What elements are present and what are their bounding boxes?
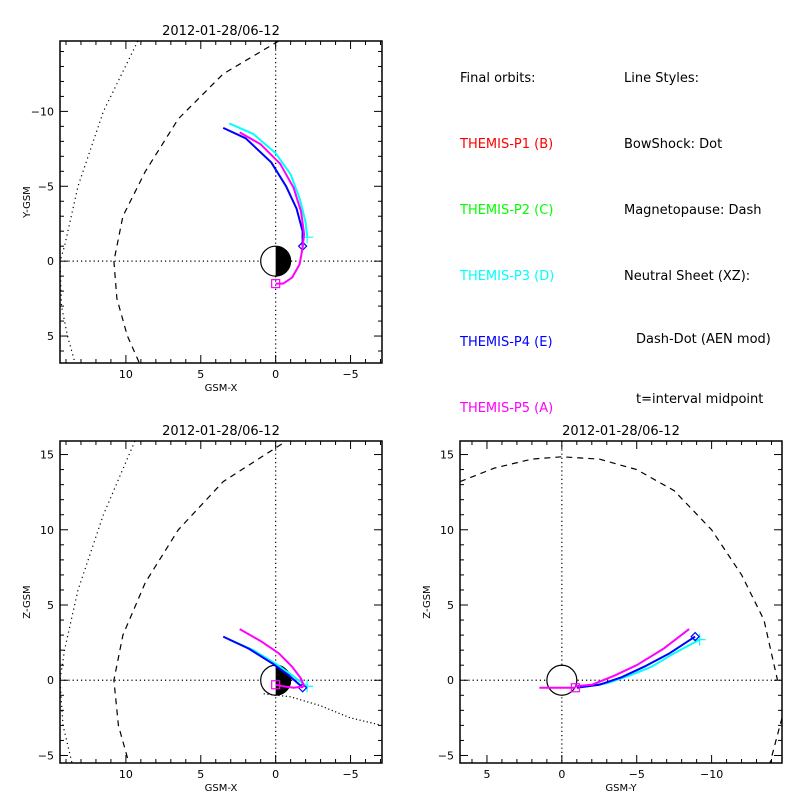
plot-3: 2012-01-28/06-12 5 0 −5 −10 −5 0 5 10 15 GSM-Y Z-GS… [422, 424, 783, 794]
y-tick-label: −5 [38, 180, 54, 193]
orbit-themis-p3-d- [228, 122, 309, 238]
y-tick-label: 15 [440, 449, 454, 462]
y-axis-label: Y-GSM [22, 186, 33, 219]
x-tick-label: 5 [197, 368, 204, 381]
x-tick-label: −5 [629, 768, 645, 781]
orbit-themis-p4-e- [222, 126, 304, 247]
x-axis-label: GSM-X [205, 783, 238, 794]
earth [546, 664, 578, 696]
orbit-themis-p4-e- [576, 635, 696, 689]
y-tick-label: −5 [438, 749, 454, 762]
square-marker [271, 680, 281, 690]
plot-area [60, 41, 382, 363]
y-tick-label: 15 [40, 449, 54, 462]
plot-area [460, 441, 782, 763]
y-tick-label: 10 [440, 524, 454, 537]
magnetopause-line [113, 41, 280, 363]
plot-2: 2012-01-28/06-12 10 5 0 −5 −5 0 5 10 15 GSM-X Z-GSM [22, 424, 383, 794]
orbit-themis-p4-e- [222, 635, 304, 689]
plot-title: 2012-01-28/06-12 [562, 424, 680, 439]
plot-frame [459, 440, 783, 764]
legend-entry-p1: THEMIS-P1 (B) [460, 137, 554, 152]
plot-frame [59, 440, 383, 764]
legend-entry-p3: THEMIS-P3 (D) [460, 269, 555, 284]
plot-title: 2012-01-28/06-12 [162, 24, 280, 39]
x-axis-label: GSM-Y [605, 783, 637, 794]
y-tick-label: 5 [447, 599, 454, 612]
orbits-legend: Final orbits: THEMIS-P1 (B) THEMIS-P2 (C… [460, 24, 554, 442]
x-tick-label: −5 [342, 368, 358, 381]
neutral-sheet-line [263, 693, 382, 726]
diamond-marker [690, 631, 700, 642]
magnetopause-lower-line [769, 717, 782, 763]
x-axis-label: GSM-X [205, 383, 238, 394]
plot-title: 2012-01-28/06-12 [162, 424, 280, 439]
orbit-themis-p5-a- [239, 131, 306, 285]
x-tick-label: 0 [272, 368, 279, 381]
square-marker [271, 279, 281, 289]
x-tick-label: 10 [119, 368, 133, 381]
style-neutral-sheet: Neutral Sheet (XZ): [624, 269, 751, 284]
line-styles-title: Line Styles: [624, 71, 700, 86]
bow-shock-line [60, 441, 136, 763]
orbits-legend-title: Final orbits: [460, 71, 536, 86]
orbit-themis-p5-a- [239, 628, 306, 689]
style-neutral-sheet-detail: Dash-Dot (AEN mod) [636, 332, 771, 347]
orbit-themis-p5-a- [575, 628, 690, 688]
style-neutral-sheet-time: t=interval midpoint [636, 392, 764, 407]
legend-entry-p5: THEMIS-P5 (A) [460, 401, 554, 416]
legend-entry-p4: THEMIS-P4 (E) [460, 335, 553, 350]
y-axis-label: Z-GSM [22, 585, 33, 618]
y-tick-label: 5 [47, 599, 54, 612]
x-tick-label: −10 [700, 768, 723, 781]
x-tick-label: 0 [558, 768, 565, 781]
y-tick-label: 5 [47, 330, 54, 343]
line-styles-legend: Line Styles: BowShock: Dot Magnetopause:… [624, 24, 771, 430]
y-tick-label: 0 [47, 674, 54, 687]
y-tick-label: 10 [40, 524, 54, 537]
x-tick-label: 10 [119, 768, 133, 781]
x-tick-label: −5 [342, 768, 358, 781]
x-tick-label: 0 [272, 768, 279, 781]
y-tick-label: −5 [38, 749, 54, 762]
earth-night-side [275, 246, 291, 277]
magnetopause-line [460, 456, 779, 681]
plot-frame [59, 40, 383, 364]
y-axis-label: Z-GSM [422, 585, 433, 618]
bow-shock-line [60, 41, 139, 363]
style-bowshock: BowShock: Dot [624, 137, 723, 152]
magnetopause-line [113, 443, 283, 763]
square-marker [570, 683, 580, 693]
legend-entry-p2: THEMIS-P2 (C) [460, 203, 554, 218]
x-tick-label: 5 [197, 768, 204, 781]
y-tick-label: −10 [31, 105, 54, 118]
y-tick-label: 0 [47, 255, 54, 268]
y-tick-label: 0 [447, 674, 454, 687]
plot-area [60, 441, 382, 763]
x-tick-label: 5 [483, 768, 490, 781]
style-magnetopause: Magnetopause: Dash [624, 203, 762, 218]
